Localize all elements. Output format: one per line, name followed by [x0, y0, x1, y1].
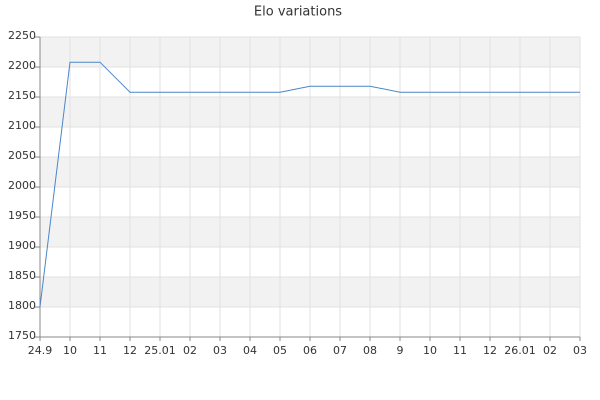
x-tick-label: 25.01: [144, 344, 176, 357]
y-tick-label: 1900: [8, 239, 36, 252]
x-tick-label: 06: [303, 344, 317, 357]
y-tick-label: 1800: [8, 299, 36, 312]
x-tick-label: 03: [573, 344, 587, 357]
y-tick-label: 2050: [8, 149, 36, 162]
x-tick-label: 9: [397, 344, 404, 357]
x-tick-label: 11: [93, 344, 107, 357]
y-tick-label: 2200: [8, 59, 36, 72]
y-tick-label: 2000: [8, 179, 36, 192]
x-tick-label: 11: [453, 344, 467, 357]
x-tick-label: 12: [483, 344, 497, 357]
chart-title: Elo variations: [254, 5, 342, 20]
x-tick-label: 07: [333, 344, 347, 357]
x-tick-label: 04: [243, 344, 257, 357]
y-tick-label: 1750: [8, 329, 36, 342]
x-tick-label: 08: [363, 344, 377, 357]
x-tick-label: 10: [63, 344, 77, 357]
x-tick-label: 26.01: [504, 344, 536, 357]
x-tick-label: 03: [213, 344, 227, 357]
x-tick-label: 02: [543, 344, 557, 357]
x-tick-label: 05: [273, 344, 287, 357]
y-tick-label: 1950: [8, 209, 36, 222]
x-tick-label: 12: [123, 344, 137, 357]
x-tick-label: 24.9: [28, 344, 53, 357]
y-tick-label: 2250: [8, 29, 36, 42]
series-line: [39, 61, 580, 308]
x-tick-label: 02: [183, 344, 197, 357]
x-tick-label: 10: [423, 344, 437, 357]
y-tick-label: 2100: [8, 119, 36, 132]
y-tick-label: 1850: [8, 269, 36, 282]
y-tick-label: 2150: [8, 89, 36, 102]
